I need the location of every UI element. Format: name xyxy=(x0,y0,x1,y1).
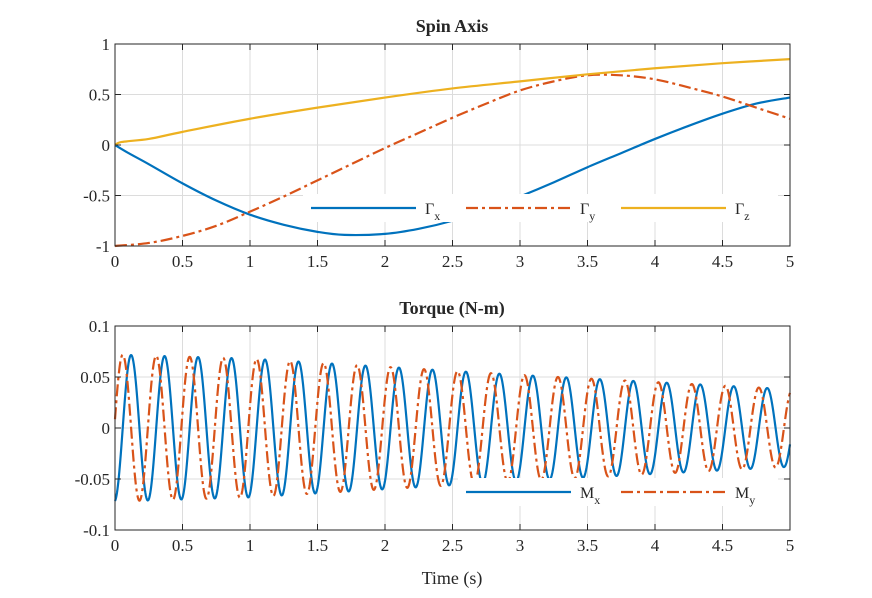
legend: Mx My xyxy=(458,478,778,507)
legend-label-main: M xyxy=(735,485,749,502)
legend-label-main: Γ xyxy=(425,201,434,218)
x-tick-label: 0 xyxy=(111,252,120,271)
x-tick-label: 0.5 xyxy=(172,536,193,555)
x-tick-label: 1.5 xyxy=(307,252,328,271)
legend-label-main: M xyxy=(580,485,594,502)
legend: Γx Γy Γz xyxy=(303,194,778,223)
legend-label-main: Γ xyxy=(735,201,744,218)
legend-label: Γx xyxy=(425,201,440,223)
chart-title: Torque (N-m) xyxy=(399,298,505,319)
legend-label: Γy xyxy=(580,201,595,223)
legend-label: Γz xyxy=(735,201,750,223)
legend-label-main: Γ xyxy=(580,201,589,218)
legend-label: Mx xyxy=(580,485,600,507)
x-tick-label: 0.5 xyxy=(172,252,193,271)
x-tick-label: 4 xyxy=(651,252,660,271)
legend-label: My xyxy=(735,485,755,507)
y-tick-label: -1 xyxy=(96,237,110,256)
series-line-γz xyxy=(114,58,791,147)
y-tick-label: 1 xyxy=(102,35,111,54)
x-tick-label: 4.5 xyxy=(712,252,733,271)
y-tick-label: 0 xyxy=(102,136,111,155)
y-tick-label: 0 xyxy=(102,419,111,438)
x-tick-label: 3 xyxy=(516,252,525,271)
y-tick-label: 0.05 xyxy=(80,368,110,387)
y-tick-label: -0.05 xyxy=(75,470,110,489)
chart-title: Spin Axis xyxy=(416,16,489,36)
x-tick-label: 2.5 xyxy=(442,252,463,271)
series-line-my xyxy=(113,353,792,502)
x-tick-label: 2.5 xyxy=(442,536,463,555)
x-tick-label: 3 xyxy=(516,536,525,555)
x-tick-label: 1 xyxy=(246,536,255,555)
x-tick-label: 5 xyxy=(786,252,795,271)
x-tick-label: 4 xyxy=(651,536,660,555)
series-line-γx xyxy=(114,96,791,237)
x-tick-label: 5 xyxy=(786,536,795,555)
series-line-γy xyxy=(114,73,791,248)
x-tick-label: 4.5 xyxy=(712,536,733,555)
x-tick-label: 1 xyxy=(246,252,255,271)
x-tick-label: 3.5 xyxy=(577,536,598,555)
x-tick-label: 2 xyxy=(381,252,390,271)
y-tick-label: 0.5 xyxy=(89,86,110,105)
legend-label-subscript: x xyxy=(594,493,600,507)
torque-chart: Torque (N-m) 0 0.5 1 1.5 2 2.5 3 3.5 4 4.5 5 -0.1 -0… xyxy=(75,298,795,589)
x-axis-label: Time (s) xyxy=(422,568,483,589)
x-tick-label: 2 xyxy=(381,536,390,555)
y-tick-label: -0.1 xyxy=(83,521,110,540)
y-tick-label: 0.1 xyxy=(89,317,110,336)
x-tick-label: 1.5 xyxy=(307,536,328,555)
x-tick-label: 3.5 xyxy=(577,252,598,271)
legend-label-subscript: y xyxy=(589,209,595,223)
spin-axis-chart: Spin Axis 0 0.5 1 1.5 2 2.5 3 3.5 4 4.5 5 -1 -0.5 0 0.… xyxy=(83,16,794,271)
legend-label-subscript: z xyxy=(744,209,749,223)
series-line-mx xyxy=(113,353,792,502)
x-tick-label: 0 xyxy=(111,536,120,555)
legend-label-subscript: y xyxy=(749,493,755,507)
legend-label-subscript: x xyxy=(434,209,440,223)
y-tick-label: -0.5 xyxy=(83,187,110,206)
